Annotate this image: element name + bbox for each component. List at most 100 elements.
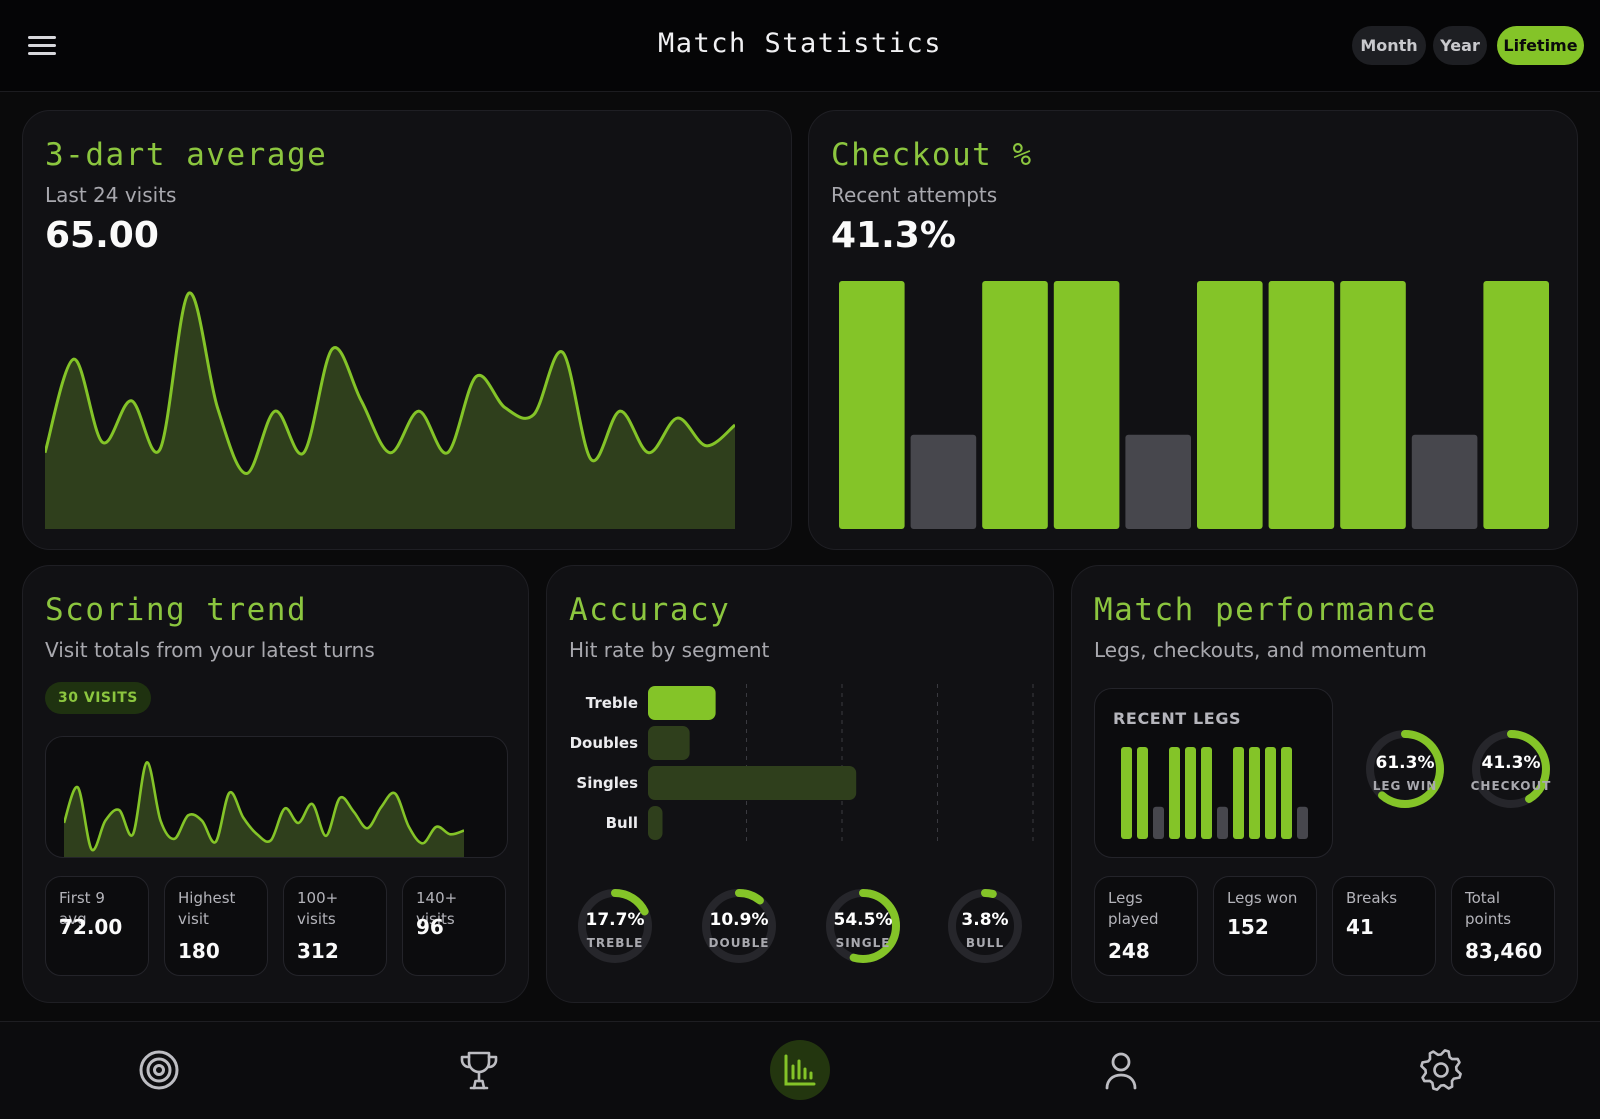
match-card: Match performance Legs, checkouts, and m… xyxy=(1071,565,1578,1003)
profile-icon xyxy=(1099,1048,1143,1092)
ring-value: 10.9% xyxy=(710,910,769,930)
leg-bar xyxy=(1153,807,1164,839)
bottom-nav xyxy=(0,1021,1600,1119)
area-fill xyxy=(64,762,464,857)
ring-value: 61.3% xyxy=(1376,753,1435,773)
nav-profile[interactable] xyxy=(1091,1040,1151,1100)
checkout-bar xyxy=(839,281,905,529)
gear-outline xyxy=(1421,1050,1460,1089)
leg-bar xyxy=(1281,747,1292,839)
target-icon xyxy=(137,1048,181,1092)
leg-bar xyxy=(1249,747,1260,839)
nav-target[interactable] xyxy=(129,1040,189,1100)
recent-legs-chart xyxy=(1121,747,1311,841)
average-area-chart xyxy=(45,269,735,529)
accuracy-bar xyxy=(648,806,663,840)
ring-label: DOUBLE xyxy=(709,936,770,950)
bar-label: Treble xyxy=(586,694,638,712)
scoring-card: Scoring trend Visit totals from your lat… xyxy=(22,565,529,1003)
bar-label: Bull xyxy=(606,814,638,832)
checkout-bar xyxy=(1125,435,1191,529)
checkout-bar xyxy=(1483,281,1549,529)
stat-label: Highest visit xyxy=(178,888,254,930)
top-bar: Match Statistics Month Year Lifetime xyxy=(0,0,1600,92)
leg-bar xyxy=(1201,747,1212,839)
range-year-button[interactable]: Year xyxy=(1433,26,1487,65)
stat-100plus: 100+ visits 312 xyxy=(283,876,387,976)
checkout-subtitle: Recent attempts xyxy=(831,183,997,207)
stat-legs-played: Legs played 248 xyxy=(1094,876,1198,976)
nav-stats[interactable] xyxy=(770,1040,830,1100)
stat-label: Total points xyxy=(1465,888,1541,930)
leg-bar xyxy=(1185,747,1196,839)
match-subtitle: Legs, checkouts, and momentum xyxy=(1094,638,1427,662)
ring-value: 3.8% xyxy=(961,910,1008,930)
bar-label: Doubles xyxy=(570,734,638,752)
leg-bar xyxy=(1265,747,1276,839)
nav-trophy[interactable] xyxy=(449,1040,509,1100)
range-lifetime-button[interactable]: Lifetime xyxy=(1497,26,1584,65)
stat-value: 72.00 xyxy=(59,915,122,939)
ring-label: SINGLE xyxy=(836,936,891,950)
average-subtitle: Last 24 visits xyxy=(45,183,176,207)
scoring-chart-box xyxy=(45,736,508,858)
recent-legs-title: RECENT LEGS xyxy=(1113,709,1241,728)
checkout-bar xyxy=(1340,281,1406,529)
ring-label: LEG WIN xyxy=(1373,779,1438,793)
stat-value: 41 xyxy=(1346,915,1374,939)
accuracy-bar xyxy=(648,686,716,720)
scoring-area-chart xyxy=(64,751,464,857)
accuracy-bar-chart: Treble Doubles Singles Bull xyxy=(557,684,1037,854)
area-fill xyxy=(45,293,735,529)
average-value: 65.00 xyxy=(45,215,159,256)
ring-label: TREBLE xyxy=(587,936,644,950)
stat-first9: First 9 avg 72.00 xyxy=(45,876,149,976)
trophy-icon xyxy=(457,1048,501,1092)
stat-value: 180 xyxy=(178,939,220,963)
stat-value: 83,460 xyxy=(1465,939,1542,963)
checkout-bar xyxy=(1269,281,1335,529)
stat-label: Legs played xyxy=(1108,888,1184,930)
stat-value: 312 xyxy=(297,939,339,963)
checkout-bar xyxy=(982,281,1048,529)
stat-breaks: Breaks 41 xyxy=(1332,876,1436,976)
checkout-bar xyxy=(1054,281,1120,529)
stat-label: Legs won xyxy=(1227,888,1303,909)
checkout-title: Checkout % xyxy=(831,137,1033,173)
accuracy-rings: 17.7% TREBLE 10.9% DOUBLE 54.5% SINGLE 3.8% BUL… xyxy=(557,878,1047,974)
leg-bar xyxy=(1297,807,1308,839)
accuracy-subtitle: Hit rate by segment xyxy=(569,638,769,662)
stat-value: 96 xyxy=(416,915,444,939)
average-card: 3-dart average Last 24 visits 65.00 xyxy=(22,110,792,550)
match-rings: 61.3% LEG WIN 41.3% CHECKOUT xyxy=(1342,721,1578,821)
leg-bar xyxy=(1169,747,1180,839)
average-title: 3-dart average xyxy=(45,137,327,173)
stat-value: 152 xyxy=(1227,915,1269,939)
range-month-button[interactable]: Month xyxy=(1352,26,1426,65)
ring-value: 54.5% xyxy=(834,910,893,930)
gear-hub xyxy=(1435,1064,1448,1077)
ring-label: CHECKOUT xyxy=(1471,779,1552,793)
ring-value: 17.7% xyxy=(586,910,645,930)
accuracy-title: Accuracy xyxy=(569,592,730,628)
visits-badge: 30 VISITS xyxy=(45,682,151,714)
checkout-bar xyxy=(1197,281,1263,529)
stat-value: 248 xyxy=(1108,939,1150,963)
checkout-bar xyxy=(1412,435,1478,529)
stat-total-points: Total points 83,460 xyxy=(1451,876,1555,976)
ring-label: BULL xyxy=(966,936,1004,950)
leg-bar xyxy=(1137,747,1148,839)
bar-label: Singles xyxy=(576,774,638,792)
stat-highest: Highest visit 180 xyxy=(164,876,268,976)
stat-140plus: 140+ visits 96 xyxy=(402,876,506,976)
recent-legs-box: RECENT LEGS xyxy=(1094,688,1333,858)
accuracy-bar xyxy=(648,766,856,800)
gear-icon xyxy=(1418,1047,1464,1093)
checkout-card: Checkout % Recent attempts 41.3% xyxy=(808,110,1578,550)
accuracy-card: Accuracy Hit rate by segment Treble Doubl… xyxy=(546,565,1054,1003)
nav-settings[interactable] xyxy=(1411,1040,1471,1100)
ring-value: 41.3% xyxy=(1482,753,1541,773)
match-title: Match performance xyxy=(1094,592,1437,628)
leg-bar xyxy=(1217,807,1228,839)
stat-label: 100+ visits xyxy=(297,888,373,930)
